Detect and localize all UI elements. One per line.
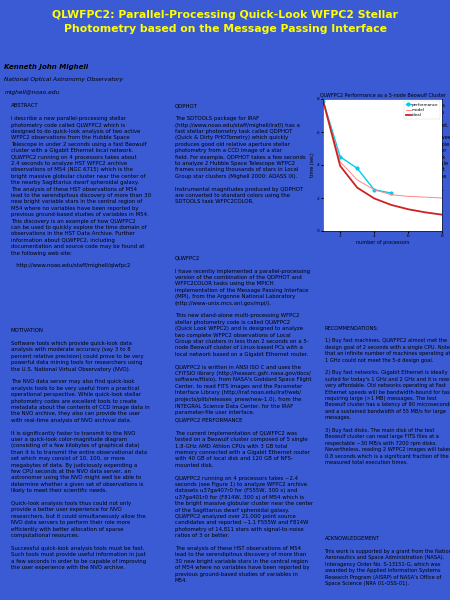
Text: QLWFPC2 PERFORMANCE

The current implementation of QLWFPC2 was
tested on a Beowu: QLWFPC2 PERFORMANCE The current implemen… bbox=[175, 418, 313, 583]
Line: ideal: ideal bbox=[323, 101, 442, 215]
ideal bbox=[355, 184, 360, 191]
performance bbox=[372, 186, 377, 193]
Text: QLWFPC2

I have recently implemented a parallel-processing
version of the combin: QLWFPC2 I have recently implemented a pa… bbox=[175, 256, 311, 415]
X-axis label: number of processors: number of processors bbox=[356, 240, 410, 245]
performance bbox=[338, 153, 343, 160]
Text: QDPHOT

The SDTOOLS package for IRAF
(http://www.noao.edu/staff/mighell/iraf/) h: QDPHOT The SDTOOLS package for IRAF (htt… bbox=[175, 103, 305, 205]
Text: National Optical Astronomy Observatory: National Optical Astronomy Observatory bbox=[4, 77, 123, 82]
Line: model: model bbox=[323, 101, 442, 198]
ideal bbox=[338, 162, 343, 169]
Title: QLWFPC2 Performance as a 5-node Beowulf Cluster: QLWFPC2 Performance as a 5-node Beowulf … bbox=[320, 92, 446, 97]
performance bbox=[388, 190, 394, 197]
Text: mighell@noao.edu: mighell@noao.edu bbox=[4, 89, 60, 95]
performance bbox=[320, 97, 326, 104]
model bbox=[338, 158, 343, 165]
model bbox=[355, 176, 360, 184]
ideal bbox=[405, 206, 411, 213]
model bbox=[440, 194, 445, 202]
Text: ACKNOWLEDGEMENT

This work is supported by a grant from the National
Aeronautics: ACKNOWLEDGEMENT This work is supported b… bbox=[324, 536, 450, 586]
ideal bbox=[423, 209, 428, 216]
Line: performance: performance bbox=[322, 99, 393, 194]
Text: Figure 1. Typical QLWFPC2 performance results
with two WFPC2 observations of a L: Figure 1. Typical QLWFPC2 performance re… bbox=[324, 103, 450, 191]
performance bbox=[355, 164, 360, 172]
Text: MOTIVATION

Software tools which provide quick-look data
analysis with moderate : MOTIVATION Software tools which provide … bbox=[11, 328, 150, 570]
model bbox=[405, 193, 411, 200]
model bbox=[320, 97, 326, 104]
model bbox=[372, 186, 377, 193]
ideal bbox=[320, 97, 326, 104]
ideal bbox=[388, 202, 394, 209]
model bbox=[388, 191, 394, 198]
Text: QLWFPC2: Parallel-Processing Quick-Look WFPC2 Stellar
Photometry based on the Me: QLWFPC2: Parallel-Processing Quick-Look … bbox=[52, 10, 398, 34]
Text: RECOMMENDATIONS:

1) Buy fast machines. QLWFPC2 almost met the
design goal of 2 : RECOMMENDATIONS: 1) Buy fast machines. Q… bbox=[324, 326, 450, 465]
model bbox=[423, 194, 428, 201]
Legend: performance, model, ideal: performance, model, ideal bbox=[404, 101, 440, 119]
Text: ABSTRACT

I describe a new parallel-processing stellar
photometry code called QL: ABSTRACT I describe a new parallel-proce… bbox=[11, 103, 151, 268]
ideal bbox=[440, 211, 445, 218]
Text: Kenneth John Mighell: Kenneth John Mighell bbox=[4, 64, 89, 70]
Y-axis label: time (sec): time (sec) bbox=[310, 152, 315, 178]
ideal bbox=[372, 195, 377, 202]
